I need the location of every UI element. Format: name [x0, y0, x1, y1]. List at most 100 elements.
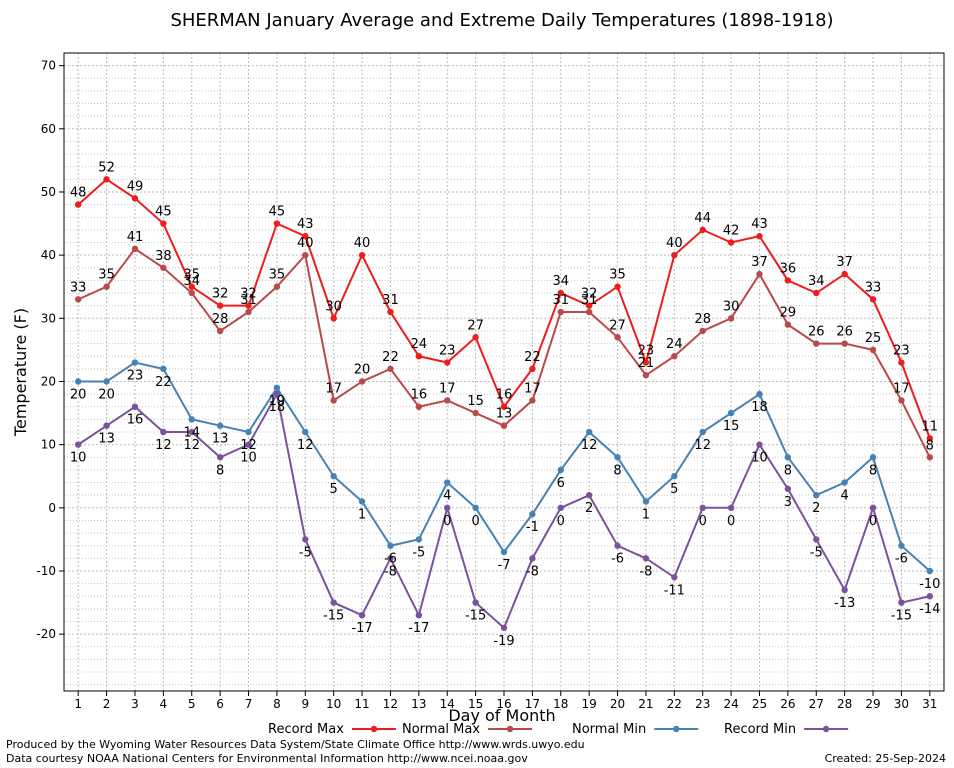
- data-label-normal-max: 33: [70, 280, 87, 295]
- x-tick-label: 1: [74, 697, 82, 711]
- data-label-record-min: 0: [727, 514, 735, 529]
- data-label-normal-max: 31: [581, 293, 598, 308]
- data-label-record-max: 11: [922, 419, 939, 434]
- data-label-record-max: 37: [836, 255, 853, 270]
- data-point-record-max: [841, 270, 848, 278]
- x-tick-label: 13: [411, 697, 426, 711]
- legend-label: Record Max: [268, 722, 344, 737]
- data-label-record-max: 30: [325, 299, 342, 314]
- data-label-record-max: 32: [212, 287, 229, 302]
- data-label-normal-max: 20: [354, 362, 371, 377]
- x-tick-label: 27: [809, 697, 824, 711]
- data-label-normal-max: 15: [467, 394, 484, 409]
- data-label-normal-min: -1: [526, 520, 539, 535]
- data-label-normal-min: 19: [269, 394, 286, 409]
- x-tick-label: 10: [326, 697, 341, 711]
- series-normal-max: [74, 245, 934, 461]
- x-tick-label: 20: [610, 697, 625, 711]
- data-point-record-max: [784, 277, 792, 284]
- data-label-record-min: -11: [664, 583, 685, 598]
- data-label-normal-min: 4: [443, 489, 451, 504]
- data-label-normal-min: -6: [895, 552, 908, 567]
- data-point-record-max: [898, 359, 905, 366]
- legend-item-normal-min: Normal Min: [572, 722, 699, 737]
- data-point-normal-max: [131, 245, 139, 253]
- data-label-record-min: 0: [869, 514, 877, 529]
- data-label-normal-max: 25: [865, 331, 882, 346]
- data-label-normal-max: 27: [609, 318, 626, 333]
- y-tick-label: 30: [41, 311, 56, 325]
- data-label-normal-min: 18: [751, 400, 768, 415]
- data-point-normal-min: [529, 510, 536, 518]
- data-point-record-min: [898, 599, 905, 606]
- data-label-record-max: 40: [354, 236, 371, 251]
- legend-label: Normal Max: [402, 722, 480, 737]
- data-point-normal-max: [387, 365, 394, 373]
- data-point-record-max: [188, 283, 195, 290]
- chart-title: SHERMAN January Average and Extreme Dail…: [170, 10, 833, 31]
- x-tick-label: 16: [496, 697, 511, 711]
- data-point-normal-max: [216, 327, 224, 335]
- data-label-record-max: 33: [865, 280, 882, 295]
- data-point-normal-max: [74, 296, 82, 303]
- data-point-record-min: [160, 428, 167, 436]
- data-point-record-min: [585, 491, 593, 499]
- data-point-normal-max: [841, 340, 848, 347]
- data-point-record-max: [330, 315, 337, 322]
- data-label-record-min: -14: [919, 602, 940, 617]
- data-point-record-max: [813, 289, 820, 297]
- data-label-normal-min: 22: [155, 375, 172, 390]
- data-label-normal-min: 12: [297, 438, 314, 453]
- y-axis-label: Temperature (F): [11, 308, 30, 437]
- data-point-record-max: [387, 308, 394, 316]
- data-label-normal-min: -10: [919, 577, 940, 592]
- data-point-record-max: [103, 176, 110, 183]
- x-tick-label: 25: [752, 697, 767, 711]
- legend-swatch-marker: [673, 725, 680, 733]
- y-tick-label: -10: [36, 564, 56, 578]
- data-point-record-min: [756, 441, 763, 448]
- data-label-record-min: -6: [611, 552, 624, 567]
- data-point-normal-max: [784, 321, 792, 328]
- plot-background: [64, 53, 944, 691]
- data-label-normal-max: 24: [666, 337, 683, 352]
- data-label-record-min: -13: [834, 596, 855, 611]
- data-point-record-min: [330, 599, 337, 606]
- data-label-normal-min: -7: [498, 558, 511, 573]
- y-tick-label: -20: [36, 627, 56, 641]
- data-point-normal-max: [273, 283, 281, 290]
- data-point-normal-min: [358, 498, 366, 505]
- data-label-normal-max: 29: [780, 306, 797, 321]
- x-tick-label: 14: [440, 697, 455, 711]
- data-point-normal-max: [813, 340, 820, 347]
- data-label-record-max: 23: [439, 344, 456, 359]
- data-label-normal-max: 28: [694, 312, 711, 327]
- data-point-record-min: [529, 555, 536, 562]
- major-gridlines: [64, 53, 944, 691]
- x-tick-label: 5: [188, 697, 196, 711]
- x-tick-label: 9: [301, 697, 309, 711]
- data-point-normal-min: [302, 428, 309, 436]
- x-tick-label: 11: [354, 697, 369, 711]
- data-label-record-max: 34: [808, 274, 825, 289]
- data-point-record-min: [642, 555, 650, 562]
- x-tick-label: 4: [160, 697, 168, 711]
- data-label-normal-min: 20: [98, 387, 115, 402]
- series-layer: [74, 176, 934, 632]
- data-label-normal-max: 31: [240, 293, 257, 308]
- data-point-normal-max: [529, 397, 536, 404]
- x-tick-label: 28: [837, 697, 852, 711]
- data-label-normal-min: 12: [581, 438, 598, 453]
- data-point-record-max: [415, 353, 423, 360]
- data-point-normal-max: [671, 353, 678, 360]
- data-point-record-min: [557, 504, 564, 512]
- data-label-record-max: 24: [411, 337, 428, 352]
- x-tick-label: 3: [131, 697, 139, 711]
- data-label-record-max: 32: [581, 287, 598, 302]
- y-tick-label: 50: [41, 185, 56, 199]
- data-point-normal-max: [245, 308, 252, 316]
- data-point-record-min: [671, 574, 678, 581]
- series-record-max: [74, 176, 934, 442]
- legend-swatch-marker: [822, 725, 830, 733]
- data-point-normal-max: [188, 289, 195, 297]
